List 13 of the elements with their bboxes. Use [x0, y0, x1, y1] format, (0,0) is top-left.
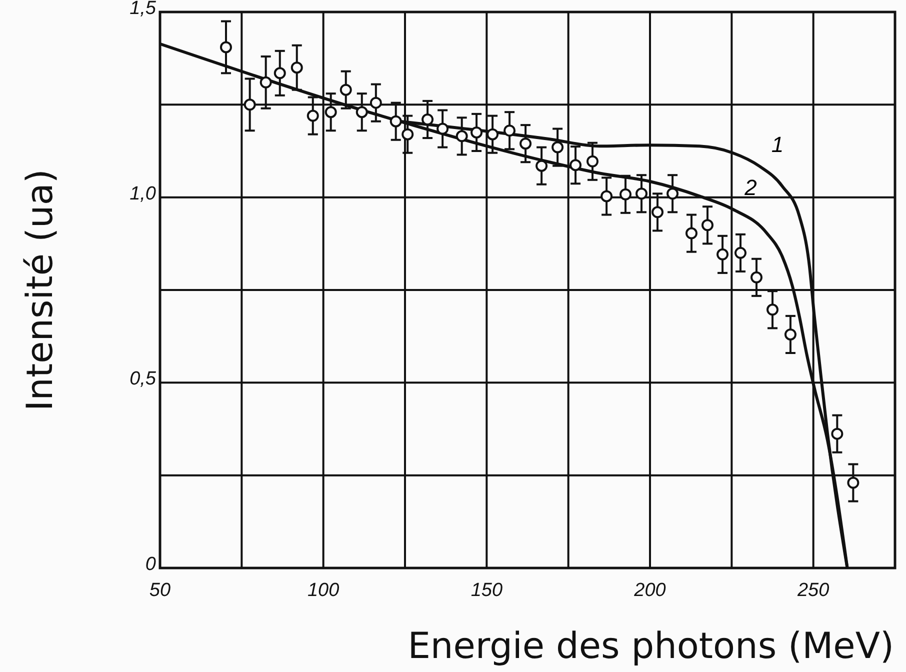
y-axis-title: Intensité (ua): [20, 169, 61, 411]
y-tick-label: 1,5: [130, 0, 156, 19]
x-tick-label: 250: [796, 580, 830, 601]
x-tick-label: 200: [633, 580, 666, 601]
x-tick-label: 150: [470, 580, 503, 601]
series-label: 2: [744, 175, 757, 200]
x-tick-label: 100: [307, 580, 340, 601]
y-tick-label: 0,5: [130, 368, 156, 390]
y-tick-label: 1,0: [130, 183, 156, 204]
series-label: 1: [771, 132, 784, 158]
x-axis-title: Energie des photons (MeV): [408, 626, 894, 667]
x-tick-label: 50: [149, 580, 171, 601]
y-tick-label: 0: [145, 554, 156, 575]
